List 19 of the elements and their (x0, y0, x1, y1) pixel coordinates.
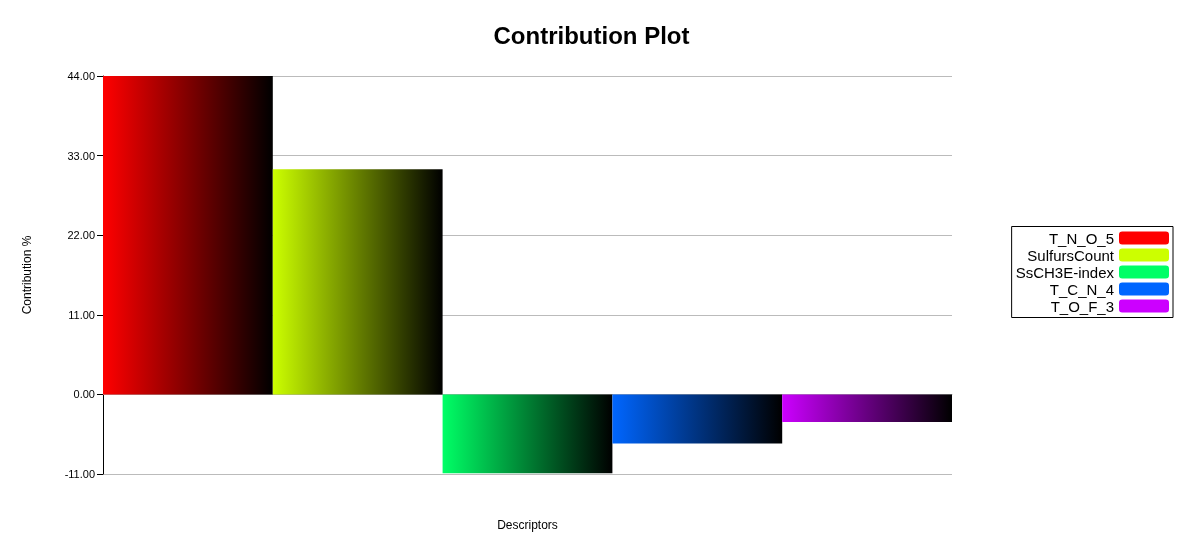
x-axis-title: Descriptors (497, 518, 558, 532)
legend-label: T_O_F_3 (1050, 297, 1114, 315)
bar (782, 394, 952, 422)
legend-label: T_C_N_4 (1049, 280, 1114, 298)
y-tick-label: 44.00 (67, 70, 95, 82)
y-tick-label: 11.00 (68, 308, 95, 321)
y-tick-label: 22.00 (67, 229, 95, 242)
y-tick-label: -11.00 (64, 468, 95, 480)
chart-title: Contribution Plot (493, 21, 690, 49)
bar (272, 169, 443, 395)
y-tick-label: 33.00 (67, 149, 95, 162)
y-tick-label: 0.00 (73, 388, 95, 401)
y-axis-title: Contribution % (20, 235, 34, 315)
legend-label: SulfursCount (1027, 246, 1115, 264)
legend-label: SsCH3E-index (1015, 263, 1115, 281)
bar (103, 76, 273, 395)
bar (612, 394, 783, 444)
legend-label: T_N_O_5 (1048, 229, 1114, 247)
bar (442, 394, 613, 474)
